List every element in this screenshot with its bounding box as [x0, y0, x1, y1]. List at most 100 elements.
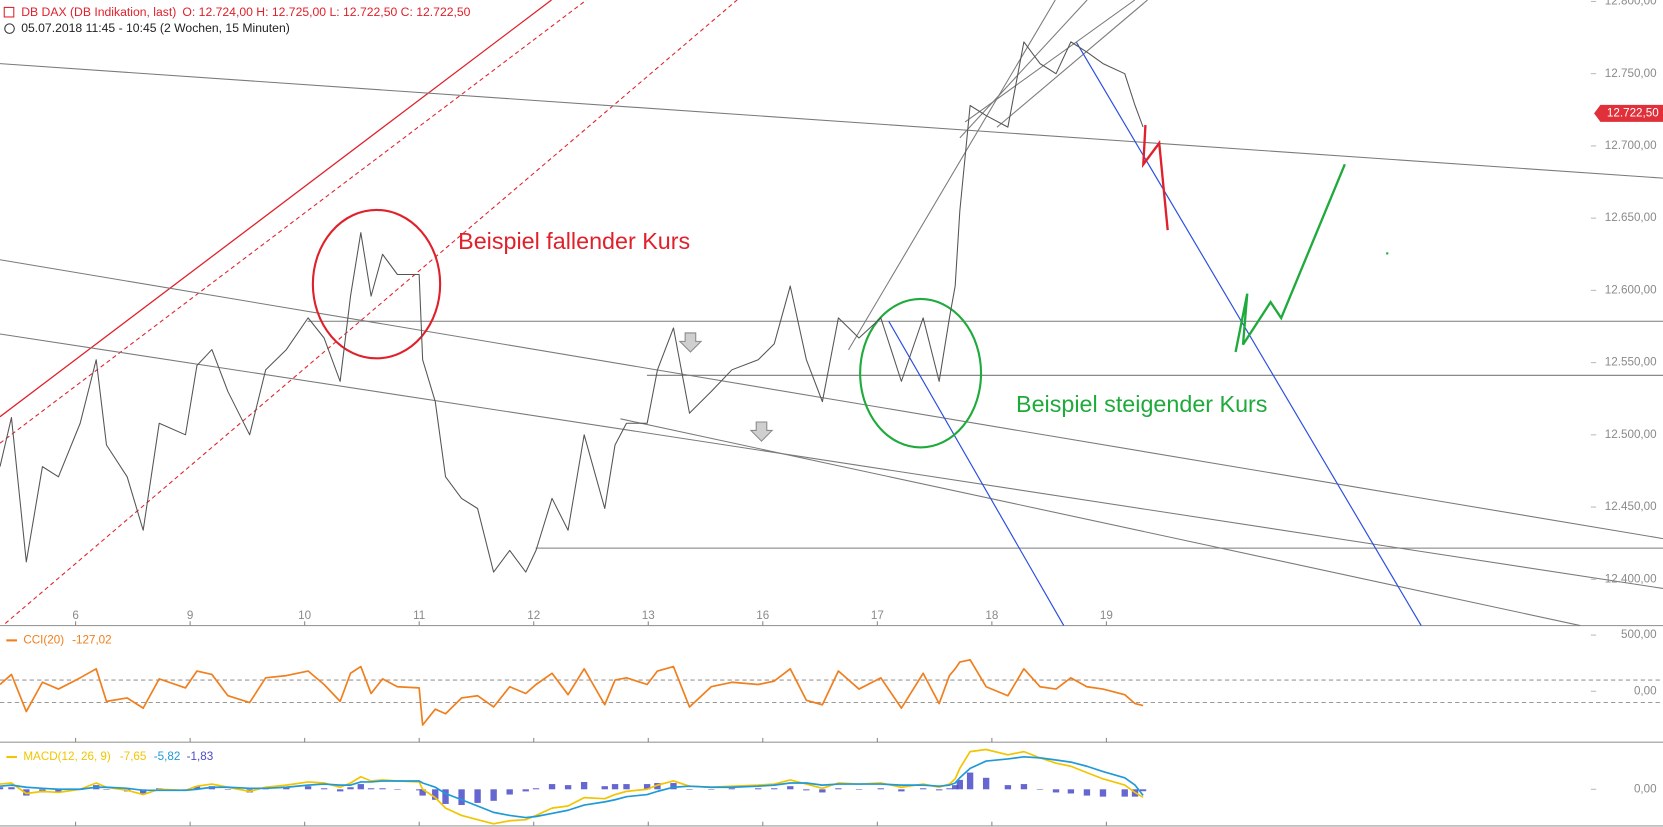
histogram-bar — [490, 789, 497, 801]
x-tick-label: 11 — [413, 609, 425, 622]
histogram-bar — [835, 788, 842, 790]
series-line — [0, 748, 1144, 825]
histogram-bar — [966, 772, 974, 790]
histogram-bar — [898, 789, 905, 792]
sketch-rising — [1234, 163, 1346, 353]
y-tick-label: 12.450,00 — [1605, 500, 1657, 513]
dot — [1386, 252, 1389, 255]
histogram-bar — [55, 789, 62, 793]
x-tick-label: 16 — [756, 609, 769, 622]
histogram-bar — [919, 788, 927, 790]
x-tick-label: 13 — [642, 609, 655, 622]
trendline — [996, 0, 1148, 128]
histogram-bar — [304, 786, 312, 790]
y-tick-label: 12.750,00 — [1605, 67, 1657, 80]
histogram-bar — [1020, 784, 1028, 790]
histogram-bar — [1052, 789, 1060, 793]
x-tick-label: 17 — [871, 609, 884, 622]
histogram-bar — [1083, 789, 1091, 796]
y-tick-label: 500,00 — [1621, 628, 1657, 641]
series-line — [0, 755, 1144, 819]
legend-value: -1,83 — [187, 750, 214, 763]
histogram-bar — [103, 789, 110, 790]
histogram-bar — [1099, 789, 1107, 797]
histogram-bar — [474, 789, 481, 803]
histogram-bar — [982, 777, 990, 790]
series-line — [0, 658, 1144, 726]
histogram-bar — [1121, 789, 1128, 797]
histogram-bar — [416, 789, 423, 791]
histogram-bar — [432, 789, 439, 800]
y-tick-label: 0,00 — [1634, 782, 1657, 795]
histogram-bar — [23, 789, 30, 796]
histogram-bar — [580, 781, 588, 790]
histogram-bar — [819, 789, 826, 793]
histogram-bar — [728, 788, 736, 790]
trendline — [0, 333, 1663, 589]
legend-title: CCI(20) — [23, 633, 64, 646]
circle-rising — [859, 297, 983, 449]
trendline — [0, 259, 1663, 540]
legend-value: -5,82 — [154, 750, 181, 763]
trendline — [620, 418, 1581, 627]
histogram-bar — [193, 786, 201, 790]
x-tick-label: 19 — [1100, 609, 1113, 622]
histogram-bar — [0, 787, 4, 790]
y-tick-label: 12.600,00 — [1605, 283, 1657, 296]
histogram-bar — [956, 779, 963, 790]
histogram-bar — [283, 787, 290, 790]
histogram-bar — [506, 789, 513, 795]
y-tick-label: 12.650,00 — [1605, 211, 1657, 224]
legend-title: MACD(12, 26, 9) — [23, 750, 111, 763]
annotation: Beispiel fallender Kurs — [458, 228, 690, 254]
x-tick-label: 10 — [298, 609, 311, 622]
y-tick-label: 12.550,00 — [1605, 356, 1657, 369]
sketch-falling — [1141, 125, 1169, 231]
histogram-bar — [670, 783, 677, 790]
histogram-bar — [139, 789, 147, 794]
drawing-tools — [0, 0, 1663, 627]
arrow-down — [678, 332, 703, 353]
circle-falling — [311, 208, 442, 360]
y-tick-label: 0,00 — [1634, 684, 1657, 697]
trendline — [959, 0, 1088, 139]
histogram-bar — [952, 785, 959, 790]
histogram-bar — [601, 786, 608, 790]
histogram-bar — [803, 789, 810, 791]
histogram-bar — [643, 784, 651, 790]
histogram-bar — [564, 785, 572, 790]
x-tick-label: 6 — [72, 609, 78, 622]
icon — [3, 6, 15, 18]
y-tick-label: 12.400,00 — [1605, 572, 1657, 585]
histogram-bar — [522, 789, 529, 792]
legend-value: -127,02 — [72, 633, 112, 646]
histogram-bar — [1004, 785, 1012, 790]
trendline — [888, 320, 1065, 626]
series-line — [0, 41, 1144, 573]
histogram-bar — [946, 788, 953, 790]
x-tick-label: 12 — [527, 609, 540, 622]
histogram-bar — [442, 789, 449, 804]
histogram-bar — [611, 784, 619, 790]
clock-icon — [4, 23, 15, 34]
histogram-bar — [8, 787, 15, 790]
histogram-bar — [623, 784, 630, 790]
histogram-bar — [336, 789, 344, 792]
trendline — [964, 0, 1136, 123]
histogram-bar — [855, 789, 863, 790]
histogram-bar — [367, 788, 375, 790]
price-tag — [1594, 104, 1663, 122]
annotation: Beispiel steigender Kurs — [1016, 391, 1267, 417]
x-tick-label: 9 — [187, 609, 193, 622]
histogram-bar — [224, 789, 232, 790]
histogram-bar — [394, 789, 401, 790]
histogram-bar — [755, 788, 762, 790]
price-tag-label: 12.722,50 — [1607, 106, 1659, 119]
chart-subtitle: 05.07.2018 11:45 - 10:45 (2 Wochen, 15 M… — [21, 21, 290, 35]
histogram-bar — [320, 788, 328, 790]
histogram-bar — [686, 789, 693, 790]
legend-value: -7,65 — [120, 750, 147, 763]
